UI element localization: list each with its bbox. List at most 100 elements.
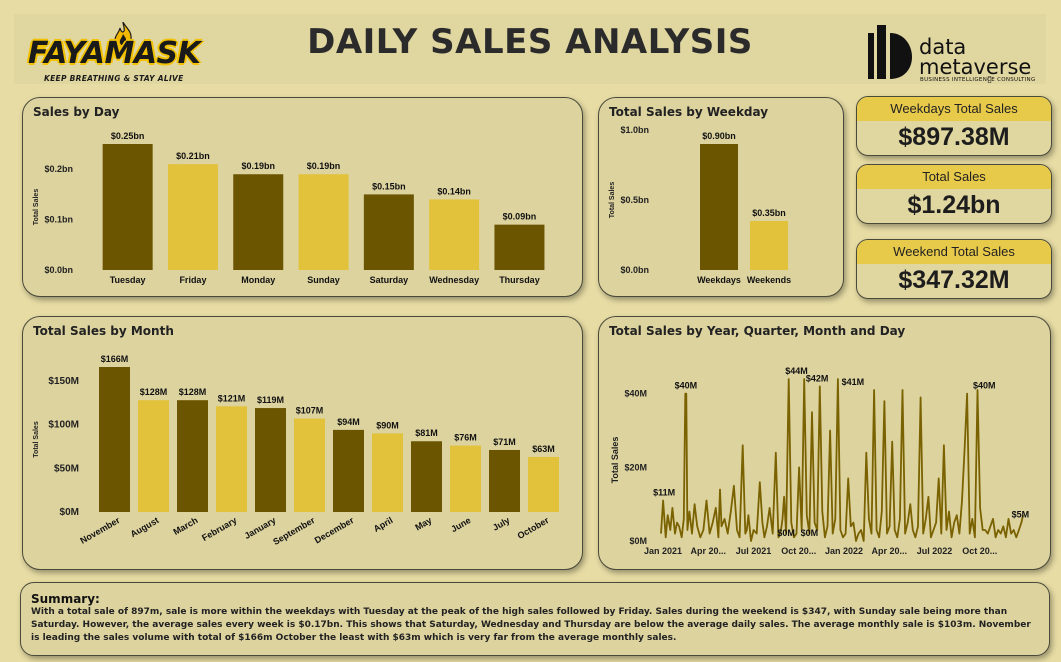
- summary-text: With a total sale of 897m, sale is more …: [31, 607, 1031, 643]
- y-axis-label: Total Sales: [609, 182, 616, 219]
- x-tick-label: Tuesday: [110, 275, 146, 285]
- kpi-label: Total Sales: [857, 165, 1051, 189]
- brand-metaverse: metaverse: [919, 55, 1032, 79]
- kpi-label: Weekend Total Sales: [857, 240, 1051, 264]
- kpi-value: $897.38M: [898, 123, 1010, 151]
- data-label: $107M: [296, 406, 324, 416]
- sales-by-month-panel: $0M $50M $100M $150M Total Sales $166M Novembe…: [22, 316, 583, 570]
- x-tick-label: February: [200, 515, 238, 543]
- x-tick-label: October: [516, 515, 551, 541]
- data-label: $119M: [257, 395, 284, 405]
- data-label: $44M: [785, 366, 808, 376]
- bar: [138, 400, 169, 512]
- bar: [102, 144, 153, 270]
- page-title: DAILY SALES ANALYSIS: [307, 22, 753, 62]
- sales-by-day-panel: $0.0bn $0.1bn $0.2bn Total Sales $0.25bn Tues…: [22, 97, 583, 297]
- bar: [233, 174, 284, 270]
- y-tick-label: $100M: [48, 420, 79, 431]
- x-tick-label: Apr 20...: [690, 546, 726, 556]
- x-tick-label: July: [491, 515, 512, 533]
- bar: [255, 408, 286, 512]
- x-tick-label: Monday: [241, 275, 275, 285]
- y-tick-label: $40M: [624, 389, 647, 399]
- bar: [99, 367, 130, 512]
- bar: [177, 400, 208, 512]
- y-tick-label: $0.0bn: [620, 265, 649, 275]
- x-tick-label: April: [372, 515, 395, 534]
- kpi-value: $1.24bn: [907, 191, 1001, 219]
- brand-data: data: [919, 35, 967, 59]
- x-tick-label: Jan 2021: [644, 546, 682, 556]
- data-label: $0.19bn: [307, 161, 341, 171]
- y-tick-label: $0.0bn: [44, 265, 73, 275]
- x-tick-label: Jan 2022: [825, 546, 863, 556]
- x-tick-label: March: [172, 515, 200, 537]
- sales-by-day-chart: $0.0bn $0.1bn $0.2bn Total Sales $0.25bn Tues…: [33, 131, 545, 285]
- x-tick-label: November: [78, 515, 122, 546]
- data-label: $42M: [806, 373, 829, 383]
- flame-icon: [114, 22, 132, 50]
- x-tick-label: Oct 20...: [781, 546, 816, 556]
- data-label: $128M: [140, 387, 168, 397]
- data-label: $0.25bn: [111, 131, 145, 141]
- bar: [372, 433, 403, 512]
- bar: [298, 174, 349, 270]
- chart-title: Total Sales by Year, Quarter, Month and …: [609, 324, 906, 338]
- header-banner: FAYAMASK KEEP BREATHING & STAY ALIVE DAI…: [14, 14, 1046, 84]
- x-tick-label: Thursday: [499, 275, 540, 285]
- bar: [489, 449, 520, 512]
- y-tick-label: $0.2bn: [44, 164, 73, 174]
- data-label: $40M: [973, 381, 996, 391]
- summary-title: Summary:: [31, 592, 100, 606]
- data-label: $0M: [801, 528, 819, 538]
- x-tick-label: Sunday: [307, 275, 340, 285]
- sales-line: [660, 378, 1024, 542]
- sales-timeline-panel: $0M $20M $40M Total Sales Jan 2021 Apr 20... J…: [598, 316, 1051, 570]
- x-tick-label: Oct 20...: [962, 546, 997, 556]
- data-label: $81M: [415, 428, 438, 438]
- y-tick-label: $1.0bn: [620, 125, 649, 135]
- data-label: $121M: [218, 393, 246, 403]
- kpi-weekdays-card: Weekdays Total Sales $897.38M: [856, 96, 1052, 156]
- kpi-total-card: Total Sales $1.24bn: [856, 164, 1052, 224]
- summary-panel: Summary: With a total sale of 897m, sale…: [20, 582, 1050, 656]
- chart-title: Total Sales by Weekday: [609, 105, 769, 119]
- x-tick-label: Friday: [179, 275, 206, 285]
- y-tick-label: $150M: [48, 376, 79, 387]
- kpi-label: Weekdays Total Sales: [857, 97, 1051, 121]
- bar: [429, 199, 480, 270]
- y-tick-label: $0M: [60, 507, 79, 518]
- data-label: $128M: [179, 387, 207, 397]
- bar: [363, 194, 414, 270]
- y-axis-label: Total Sales: [33, 189, 40, 226]
- bars-logo-icon: [868, 25, 912, 79]
- bar: [216, 406, 247, 512]
- y-tick-label: $0M: [629, 536, 647, 546]
- bar: [700, 144, 738, 270]
- chart-title: Total Sales by Month: [33, 324, 174, 338]
- bar: [333, 429, 364, 512]
- x-tick-label: May: [413, 515, 433, 532]
- collapse-icon[interactable]: ▯: [987, 75, 992, 85]
- y-axis-label: Total Sales: [33, 421, 40, 458]
- data-label: $90M: [376, 420, 399, 430]
- data-label: $0.09bn: [503, 212, 537, 222]
- data-label: $41M: [842, 377, 865, 387]
- y-tick-label: $50M: [54, 463, 79, 474]
- kpi-weekend-card: Weekend Total Sales $347.32M: [856, 239, 1052, 299]
- logo-tagline: KEEP BREATHING & STAY ALIVE: [44, 74, 184, 83]
- data-metaverse-logo: data metaverse BUSINESS INTELLIGENCE CON…: [862, 17, 1052, 85]
- kpi-value: $347.32M: [898, 266, 1010, 294]
- data-label: $11M: [653, 488, 675, 498]
- data-label: $166M: [101, 354, 129, 364]
- data-label: $0.15bn: [372, 181, 406, 191]
- sales-by-month-chart: $0M $50M $100M $150M Total Sales $166M Novembe…: [33, 354, 559, 547]
- brand-subtitle: BUSINESS INTELLIGENCE CONSULTING: [920, 77, 1036, 83]
- data-label: $0.14bn: [437, 186, 471, 196]
- bar: [450, 445, 481, 512]
- x-tick-label: September: [271, 515, 317, 547]
- bar: [494, 224, 545, 270]
- data-label: $0.21bn: [176, 151, 210, 161]
- x-tick-label: June: [449, 515, 472, 534]
- data-label: $76M: [454, 433, 477, 443]
